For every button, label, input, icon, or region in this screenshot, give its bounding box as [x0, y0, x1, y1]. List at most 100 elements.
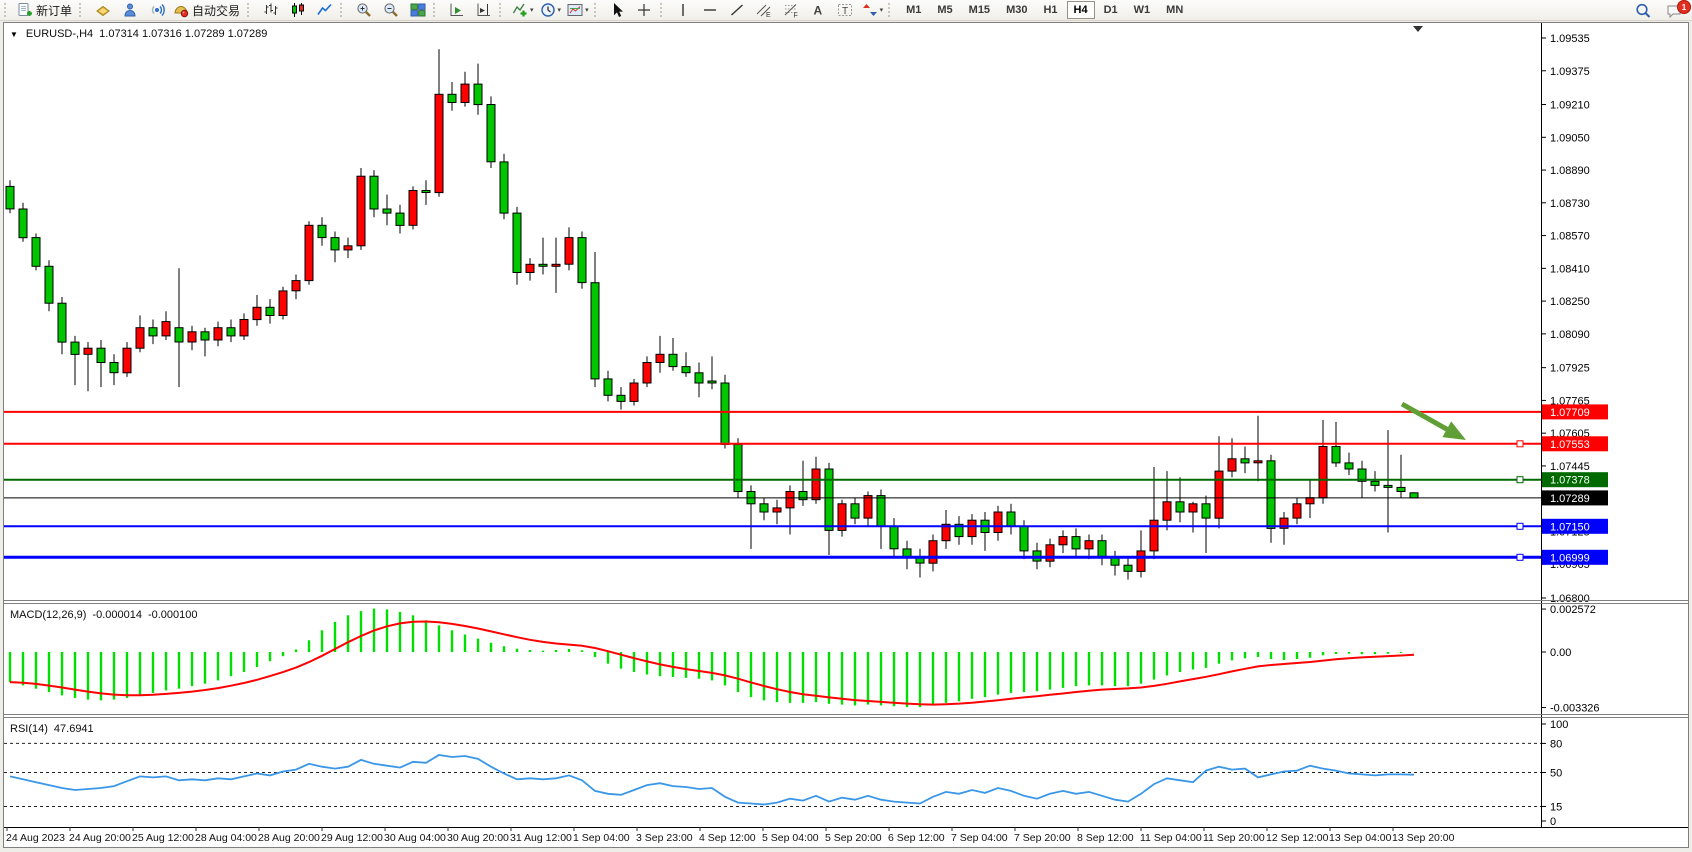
new-order-icon — [18, 3, 32, 16]
main-pane[interactable] — [4, 26, 1541, 580]
timeframe-m5[interactable]: M5 — [937, 4, 953, 16]
candle — [226, 327, 236, 337]
channel-button[interactable]: E — [751, 0, 778, 21]
indicators-button[interactable]: ▾ — [509, 0, 537, 21]
price-tick-label: 1.08090 — [1550, 329, 1590, 341]
time-tick-label: 5 Sep 04:00 — [762, 832, 819, 844]
bar-chart-button[interactable] — [257, 0, 284, 21]
timeframe-d1[interactable]: D1 — [1103, 4, 1118, 16]
candle — [109, 362, 119, 374]
candle — [330, 237, 340, 251]
timeframe-w1[interactable]: W1 — [1133, 4, 1151, 16]
auto-scroll-icon — [450, 3, 463, 16]
candle — [525, 263, 535, 274]
label-button[interactable]: T — [832, 0, 859, 21]
line-handle[interactable] — [1516, 440, 1524, 448]
candle — [798, 491, 808, 501]
rsi-line — [9, 754, 1415, 806]
rsi-axis-label: 15 — [1550, 802, 1562, 814]
candle — [1097, 540, 1107, 558]
macd-pane[interactable] — [8, 608, 1416, 708]
candle — [1006, 511, 1016, 527]
time-tick-label: 6 Sep 12:00 — [888, 832, 945, 844]
candle — [447, 93, 457, 104]
candle — [1266, 460, 1276, 529]
line-chart-button[interactable] — [311, 0, 338, 21]
crosshair-button[interactable] — [631, 0, 658, 21]
candle — [1019, 525, 1029, 552]
auto-trading-button[interactable]: 自动交易 — [170, 0, 245, 21]
chart-shift-button[interactable] — [470, 0, 497, 21]
cursor-button[interactable] — [604, 0, 631, 21]
line-handle[interactable] — [1516, 522, 1524, 530]
trendline-button[interactable] — [724, 0, 751, 21]
candles-button[interactable] — [284, 0, 311, 21]
notifications-button[interactable]: 1 — [1660, 0, 1691, 21]
arrows-button[interactable]: ▾ — [859, 0, 887, 21]
auto-scroll-button[interactable] — [443, 0, 470, 21]
time-tick-label: 7 Sep 20:00 — [1014, 832, 1071, 844]
gold-box-button[interactable] — [89, 0, 116, 21]
zoom-out-button[interactable] — [377, 0, 404, 21]
tile-windows-button[interactable] — [404, 0, 431, 21]
chart-canvas[interactable]: 1.09535 1.09375 1.09210 1.09050 1.08890 1.087… — [4, 23, 1688, 845]
candle — [57, 302, 67, 343]
rsi-axis-label: 0 — [1550, 816, 1556, 828]
auto-trading-label: 自动交易 — [192, 3, 241, 18]
timeframe-m15[interactable]: M15 — [968, 4, 991, 16]
periods-button[interactable]: ▾ — [537, 0, 565, 21]
tile-windows-icon — [410, 3, 426, 17]
vline-button[interactable] — [670, 0, 697, 21]
time-axis[interactable]: 24 Aug 2023 24 Aug 20:00 25 Aug 12:00 28 Au… — [4, 827, 1688, 844]
candle — [668, 353, 678, 368]
zoom-out-icon — [383, 3, 398, 17]
arrow-annotation[interactable] — [1400, 401, 1466, 440]
search-button[interactable] — [1629, 0, 1656, 21]
candle — [1240, 458, 1250, 464]
candle — [993, 511, 1003, 533]
time-tick-label: 28 Aug 04:00 — [195, 832, 257, 844]
timeframe-m30[interactable]: M30 — [1006, 4, 1028, 16]
line-handle[interactable] — [1516, 553, 1524, 561]
price-tick-label: 1.08730 — [1550, 198, 1590, 210]
signal-button[interactable] — [143, 0, 170, 21]
templates-icon — [567, 4, 583, 16]
templates-button[interactable]: ▾ — [564, 0, 592, 21]
chart-shift-marker[interactable] — [1413, 26, 1423, 32]
time-tick-label: 13 Sep 20:00 — [1392, 832, 1455, 844]
timeframe-m1[interactable]: M1 — [906, 4, 922, 16]
candle — [291, 280, 301, 292]
price-tick-label: 1.08410 — [1550, 263, 1590, 275]
new-order-button[interactable]: 新订单 — [14, 0, 77, 21]
line-handle[interactable] — [1516, 476, 1524, 484]
person-button[interactable] — [116, 0, 143, 21]
fibo-button[interactable]: F — [778, 0, 805, 21]
rsi-pane[interactable] — [4, 742, 1541, 807]
timeframe-h4[interactable]: H4 — [1066, 1, 1095, 19]
candle — [343, 245, 353, 251]
candle — [239, 319, 249, 337]
toolbar-group-handle — [499, 3, 506, 17]
channel-icon: E — [756, 4, 771, 18]
candle — [434, 93, 444, 194]
price-axis[interactable]: 1.09535 1.09375 1.09210 1.09050 1.08890 1.087… — [1541, 23, 1609, 828]
label-icon: T — [838, 4, 853, 17]
candle — [421, 190, 431, 193]
candle — [538, 263, 548, 267]
candle — [148, 327, 158, 337]
timeframe-mn[interactable]: MN — [1166, 4, 1184, 16]
chart-window: 1.09535 1.09375 1.09210 1.09050 1.08890 1.087… — [3, 22, 1689, 848]
text-button[interactable]: A — [805, 0, 832, 21]
hline-button[interactable] — [697, 0, 724, 21]
candle — [889, 525, 899, 550]
price-tick-label: 1.09375 — [1550, 66, 1590, 78]
candle — [265, 306, 275, 316]
periods-icon — [540, 3, 555, 17]
rsi-axis-label: 100 — [1550, 719, 1568, 731]
candle — [512, 212, 522, 274]
zoom-in-button[interactable] — [350, 0, 377, 21]
timeframe-h1[interactable]: H1 — [1043, 4, 1058, 16]
macd-histogram — [8, 608, 1416, 708]
candle — [200, 331, 210, 341]
candle — [707, 380, 717, 384]
